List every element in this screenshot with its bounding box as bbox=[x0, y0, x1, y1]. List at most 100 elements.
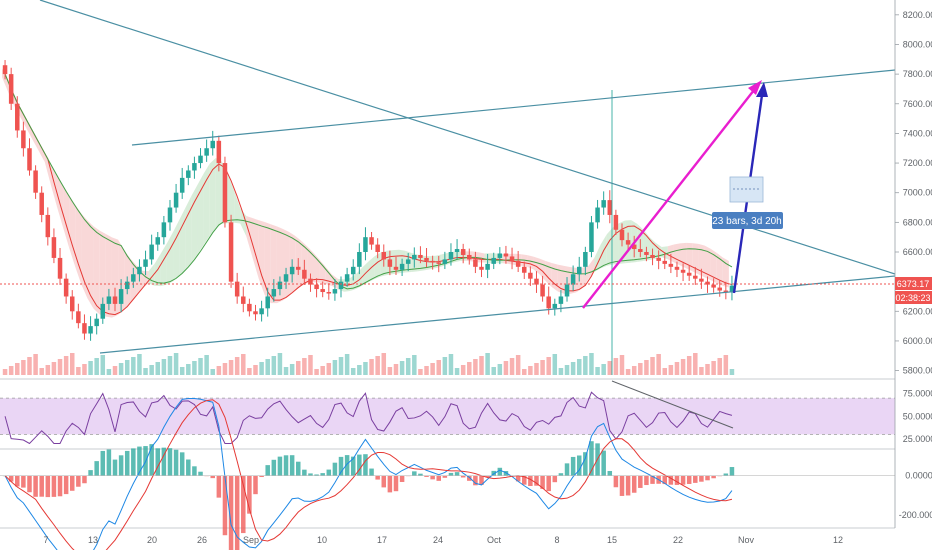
candle-body[interactable] bbox=[155, 237, 161, 245]
trendline-ascending-bottom[interactable] bbox=[99, 275, 896, 354]
candle-body[interactable] bbox=[424, 257, 429, 261]
candle-body[interactable] bbox=[515, 260, 521, 267]
candle-body[interactable] bbox=[192, 163, 197, 171]
candle-body[interactable] bbox=[613, 214, 619, 230]
arrow-magenta[interactable] bbox=[582, 84, 759, 309]
candle-body[interactable] bbox=[167, 207, 173, 223]
candle-body[interactable] bbox=[436, 262, 441, 264]
candle-body[interactable] bbox=[540, 284, 545, 297]
candle-body[interactable] bbox=[399, 263, 405, 270]
candle-body[interactable] bbox=[717, 287, 722, 291]
candle-body[interactable] bbox=[619, 229, 625, 241]
candle-body[interactable] bbox=[638, 249, 643, 252]
candle-body[interactable] bbox=[607, 200, 613, 215]
candle-body[interactable] bbox=[314, 284, 319, 290]
candle-body[interactable] bbox=[564, 284, 570, 297]
candle-body[interactable] bbox=[485, 263, 490, 270]
candle-body[interactable] bbox=[296, 266, 301, 270]
candle-body[interactable] bbox=[210, 140, 215, 149]
candle-body[interactable] bbox=[33, 170, 38, 193]
candle-body[interactable] bbox=[8, 74, 14, 104]
candle-body[interactable] bbox=[2, 65, 8, 75]
candle-body[interactable] bbox=[454, 249, 460, 252]
candle-body[interactable] bbox=[711, 284, 716, 288]
candle-body[interactable] bbox=[522, 266, 527, 273]
candle-body[interactable] bbox=[528, 272, 533, 279]
candle-body[interactable] bbox=[161, 222, 167, 238]
candle-body[interactable] bbox=[131, 274, 136, 282]
candle-body[interactable] bbox=[88, 326, 93, 334]
candle-body[interactable] bbox=[534, 278, 539, 285]
candle-body[interactable] bbox=[118, 289, 124, 304]
candle-body[interactable] bbox=[253, 311, 258, 315]
candle-body[interactable] bbox=[51, 237, 57, 258]
candle-body[interactable] bbox=[418, 254, 423, 258]
candle-body[interactable] bbox=[100, 303, 106, 319]
candle-body[interactable] bbox=[467, 254, 472, 260]
candle-body[interactable] bbox=[729, 285, 735, 293]
candle-body[interactable] bbox=[277, 281, 283, 290]
candle-body[interactable] bbox=[662, 260, 668, 264]
candle-body[interactable] bbox=[15, 103, 20, 131]
candle-body[interactable] bbox=[76, 311, 81, 324]
candle-body[interactable] bbox=[680, 269, 686, 273]
candle-body[interactable] bbox=[27, 148, 32, 171]
macd-panel[interactable]: 0.0000 -200.0000 bbox=[0, 397, 932, 555]
candle-body[interactable] bbox=[283, 274, 289, 282]
candle-body[interactable] bbox=[69, 296, 75, 312]
candle-body[interactable] bbox=[509, 256, 515, 261]
candle-body[interactable] bbox=[21, 130, 26, 149]
candle-body[interactable] bbox=[656, 257, 661, 261]
candle-body[interactable] bbox=[412, 254, 417, 260]
candle-body[interactable] bbox=[259, 308, 264, 315]
candle-body[interactable] bbox=[595, 207, 600, 223]
candle-body[interactable] bbox=[63, 278, 69, 297]
candle-body[interactable] bbox=[204, 148, 209, 156]
candle-body[interactable] bbox=[332, 289, 338, 294]
candle-body[interactable] bbox=[479, 266, 484, 270]
candle-body[interactable] bbox=[320, 289, 325, 293]
candle-body[interactable] bbox=[473, 259, 478, 267]
candle-body[interactable] bbox=[650, 254, 655, 258]
candle-body[interactable] bbox=[558, 296, 564, 304]
candle-body[interactable] bbox=[686, 272, 692, 276]
candle-body[interactable] bbox=[228, 222, 234, 282]
candle-body[interactable] bbox=[589, 222, 594, 252]
candle-body[interactable] bbox=[460, 249, 466, 255]
candle-body[interactable] bbox=[247, 303, 252, 312]
candle-body[interactable] bbox=[363, 237, 368, 252]
candle-body[interactable] bbox=[583, 252, 588, 267]
candle-body[interactable] bbox=[186, 170, 191, 178]
measure-box[interactable] bbox=[729, 176, 764, 203]
candle-body[interactable] bbox=[344, 274, 350, 282]
rsi-panel[interactable]: 75.0000 50.0000 25.0000 bbox=[0, 380, 932, 445]
candle-body[interactable] bbox=[631, 244, 637, 250]
candle-body[interactable] bbox=[198, 155, 203, 164]
candle-body[interactable] bbox=[546, 296, 551, 309]
candle-body[interactable] bbox=[576, 266, 582, 275]
candle-body[interactable] bbox=[57, 257, 63, 279]
candle-body[interactable] bbox=[112, 296, 118, 304]
candle-body[interactable] bbox=[625, 240, 631, 245]
candle-body[interactable] bbox=[216, 140, 222, 164]
candle-body[interactable] bbox=[723, 290, 729, 293]
candle-body[interactable] bbox=[124, 281, 130, 290]
candle-body[interactable] bbox=[143, 259, 148, 267]
candle-body[interactable] bbox=[271, 289, 277, 297]
candle-body[interactable] bbox=[179, 177, 185, 193]
candle-body[interactable] bbox=[448, 252, 454, 260]
candle-body[interactable] bbox=[222, 163, 228, 223]
rsi-trendline[interactable] bbox=[611, 380, 734, 429]
candle-body[interactable] bbox=[699, 278, 704, 282]
candle-body[interactable] bbox=[45, 214, 51, 238]
candle-body[interactable] bbox=[357, 252, 362, 267]
candle-body[interactable] bbox=[265, 296, 270, 309]
candle-body[interactable] bbox=[442, 259, 448, 264]
candle-body[interactable] bbox=[241, 296, 246, 304]
candle-body[interactable] bbox=[375, 244, 380, 252]
candle-body[interactable] bbox=[381, 252, 387, 260]
candle-body[interactable] bbox=[393, 266, 399, 270]
candle-body[interactable] bbox=[693, 275, 698, 279]
candle-body[interactable] bbox=[674, 266, 680, 270]
candle-body[interactable] bbox=[137, 266, 142, 275]
